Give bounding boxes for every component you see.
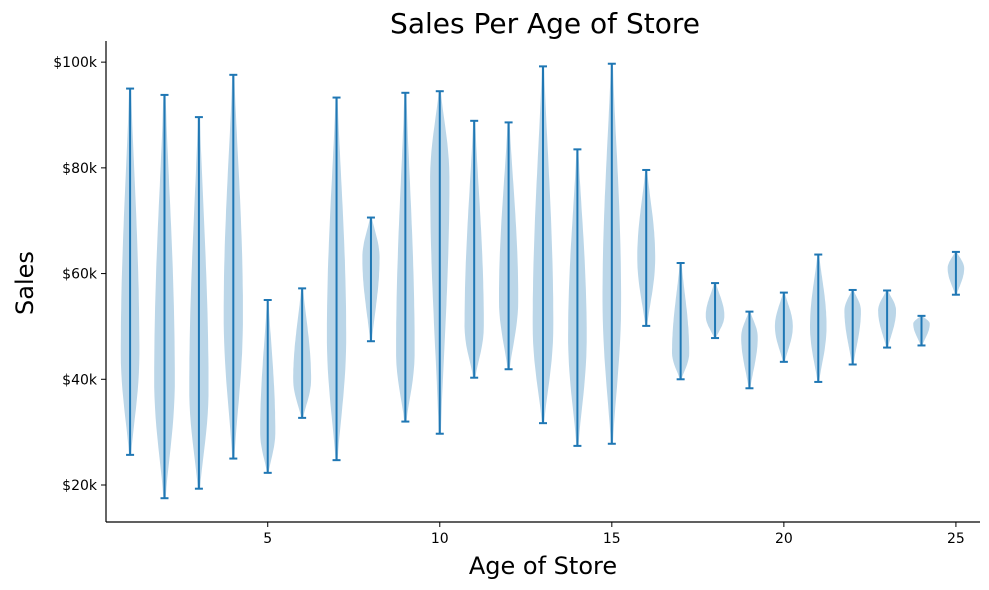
x-ticks: 5 10 15 20 25 [263,522,965,547]
x-tick-label: 25 [947,531,965,547]
x-axis-label: Age of Store [469,552,617,580]
x-tick-label: 5 [263,531,272,547]
y-tick-label: $20k [62,478,98,494]
y-ticks: $20k $40k $60k $80k $100k [53,55,106,494]
y-tick-label: $40k [62,372,98,388]
y-axis-label: Sales [11,251,39,315]
violins [120,62,965,500]
y-tick-label: $60k [62,267,98,283]
y-tick-label: $100k [53,55,98,71]
x-tick-label: 15 [603,531,621,547]
x-tick-label: 10 [431,531,449,547]
x-tick-label: 20 [775,531,793,547]
y-tick-label: $80k [62,161,98,177]
chart-title: Sales Per Age of Store [390,7,700,40]
